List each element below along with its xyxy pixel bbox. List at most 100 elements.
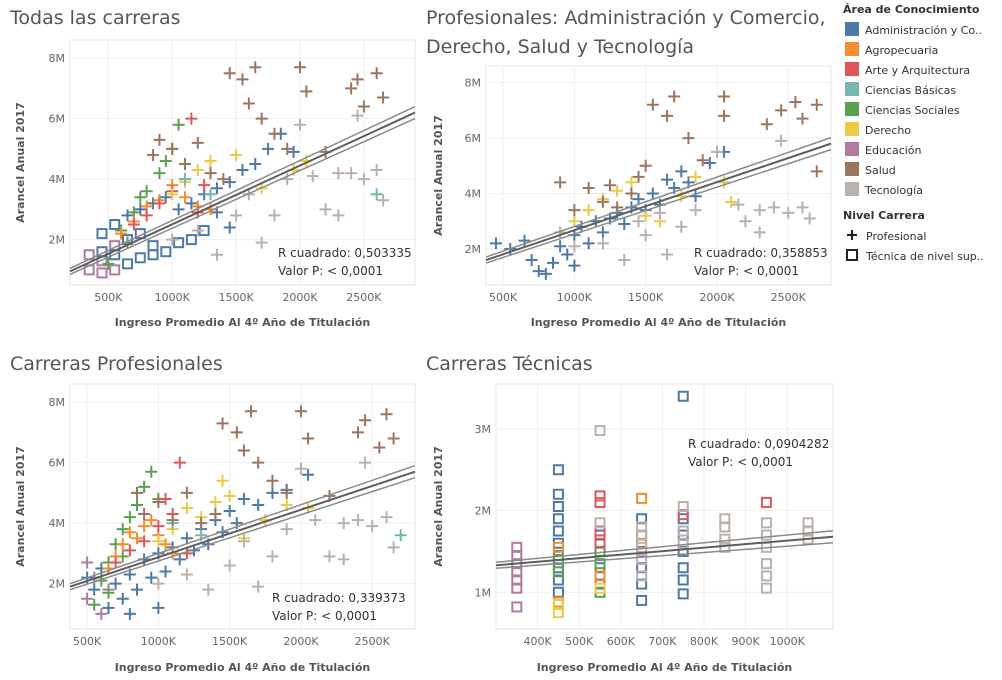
data-point-plus[interactable] <box>185 197 198 210</box>
data-point-plus[interactable] <box>294 118 306 131</box>
data-point-plus[interactable] <box>725 195 738 208</box>
data-point-square[interactable] <box>677 390 689 402</box>
data-point-plus[interactable] <box>767 201 780 214</box>
data-point-plus[interactable] <box>95 607 108 620</box>
data-point-square[interactable] <box>134 252 146 264</box>
data-point-plus[interactable] <box>268 127 281 140</box>
data-point-plus[interactable] <box>88 583 101 596</box>
data-point-plus[interactable] <box>373 441 386 454</box>
data-point-plus[interactable] <box>145 571 158 584</box>
data-point-plus[interactable] <box>252 456 265 469</box>
data-point-plus[interactable] <box>280 523 293 536</box>
data-point-square[interactable] <box>594 496 606 508</box>
data-point-plus[interactable] <box>661 248 674 261</box>
legend-level-item[interactable]: Técnica de nivel sup.. <box>846 249 984 263</box>
data-point-plus[interactable] <box>204 154 217 167</box>
data-point-plus[interactable] <box>280 486 293 499</box>
data-point-plus[interactable] <box>489 237 502 250</box>
data-point-plus[interactable] <box>180 568 193 581</box>
data-point-plus[interactable] <box>582 237 595 250</box>
data-point-square[interactable] <box>552 599 564 610</box>
data-point-plus[interactable] <box>281 173 294 186</box>
data-point-square[interactable] <box>109 219 121 231</box>
data-point-plus[interactable] <box>377 194 390 207</box>
data-point-plus[interactable] <box>159 154 172 167</box>
data-point-plus[interactable] <box>159 538 172 551</box>
data-point-plus[interactable] <box>309 514 322 527</box>
data-point-plus[interactable] <box>245 405 258 418</box>
data-point-plus[interactable] <box>294 405 307 418</box>
data-point-square[interactable] <box>636 554 648 566</box>
data-point-plus[interactable] <box>252 580 265 593</box>
data-point-plus[interactable] <box>653 206 666 219</box>
data-point-plus[interactable] <box>287 145 300 158</box>
data-point-plus[interactable] <box>180 486 193 499</box>
data-point-plus[interactable] <box>782 206 795 219</box>
data-point-plus[interactable] <box>266 474 279 487</box>
data-point-plus[interactable] <box>739 215 752 228</box>
data-point-plus[interactable] <box>732 198 745 211</box>
legend-area-item[interactable]: Administración y Co.. <box>845 22 982 37</box>
data-point-square[interactable] <box>594 517 606 529</box>
data-point-plus[interactable] <box>138 535 151 548</box>
data-point-plus[interactable] <box>204 188 217 201</box>
data-point-plus[interactable] <box>661 173 674 186</box>
data-point-plus[interactable] <box>173 553 186 566</box>
data-point-plus[interactable] <box>223 221 236 234</box>
data-point-plus[interactable] <box>166 514 179 527</box>
data-point-plus[interactable] <box>123 526 136 539</box>
data-point-square[interactable] <box>552 541 564 553</box>
data-point-plus[interactable] <box>159 492 172 505</box>
data-point-plus[interactable] <box>568 204 581 217</box>
scatter-plot[interactable]: 500K 1000K 1500K 2000K 2500K 2M 4M 6M 8M Ingreso … <box>432 65 832 329</box>
data-point-plus[interactable] <box>661 109 674 122</box>
data-point-plus[interactable] <box>134 203 147 216</box>
data-point-plus[interactable] <box>81 556 94 569</box>
data-point-square[interactable] <box>147 240 159 252</box>
data-point-plus[interactable] <box>554 176 567 189</box>
data-point-square[interactable] <box>594 570 606 582</box>
data-point-plus[interactable] <box>249 61 262 74</box>
data-point-plus[interactable] <box>596 195 609 208</box>
data-point-plus[interactable] <box>357 173 370 186</box>
data-point-plus[interactable] <box>319 203 332 216</box>
data-point-plus[interactable] <box>166 233 179 246</box>
data-point-plus[interactable] <box>525 254 538 267</box>
data-point-square[interactable] <box>552 501 564 512</box>
data-point-plus[interactable] <box>596 237 609 250</box>
data-point-plus[interactable] <box>172 118 185 131</box>
data-point-plus[interactable] <box>217 173 230 186</box>
data-point-plus[interactable] <box>604 179 617 192</box>
data-point-plus[interactable] <box>123 544 136 557</box>
data-point-plus[interactable] <box>689 170 702 183</box>
data-point-square[interactable] <box>719 513 731 525</box>
data-point-plus[interactable] <box>266 550 279 563</box>
scatter-plot[interactable]: 500K 1000K 1500K 2000K 2500K 2M 4M 6M 8M Ingreso … <box>14 383 416 674</box>
data-point-plus[interactable] <box>237 535 250 548</box>
data-point-plus[interactable] <box>625 176 638 189</box>
legend-level-item[interactable]: Profesional <box>847 230 926 243</box>
data-point-square[interactable] <box>160 246 172 258</box>
data-point-plus[interactable] <box>109 556 122 569</box>
data-point-plus[interactable] <box>152 601 165 614</box>
data-point-plus[interactable] <box>675 220 688 233</box>
data-point-plus[interactable] <box>539 267 552 280</box>
data-point-square[interactable] <box>594 490 606 502</box>
data-point-plus[interactable] <box>230 148 243 161</box>
data-point-plus[interactable] <box>753 226 766 239</box>
data-point-plus[interactable] <box>172 203 185 216</box>
data-point-plus[interactable] <box>191 224 204 237</box>
data-point-plus[interactable] <box>180 502 193 515</box>
data-point-square[interactable] <box>760 582 772 594</box>
data-point-plus[interactable] <box>796 201 809 214</box>
data-point-plus[interactable] <box>703 157 716 170</box>
data-point-plus[interactable] <box>152 577 165 590</box>
data-point-plus[interactable] <box>121 209 134 222</box>
data-point-square[interactable] <box>552 464 564 476</box>
data-point-plus[interactable] <box>152 520 165 533</box>
data-point-plus[interactable] <box>582 204 595 217</box>
data-point-plus[interactable] <box>775 104 788 117</box>
data-point-square[interactable] <box>636 492 648 504</box>
data-point-plus[interactable] <box>306 170 319 183</box>
data-point-plus[interactable] <box>789 96 802 109</box>
